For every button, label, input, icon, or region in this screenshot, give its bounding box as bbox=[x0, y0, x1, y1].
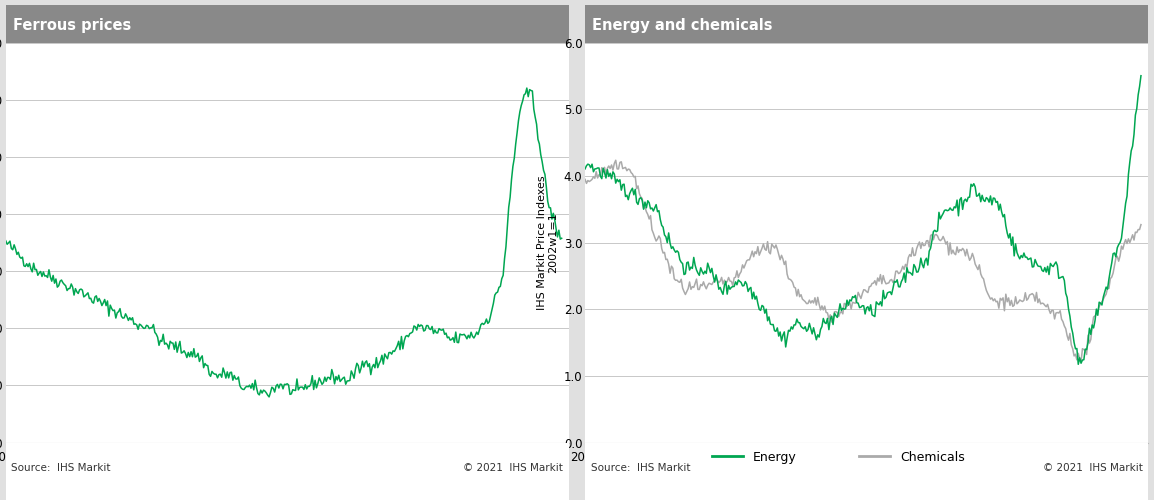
Text: Energy and chemicals: Energy and chemicals bbox=[592, 18, 772, 33]
Text: Ferrous prices: Ferrous prices bbox=[13, 18, 130, 33]
Text: © 2021  IHS Markit: © 2021 IHS Markit bbox=[1043, 464, 1142, 473]
Text: © 2021  IHS Markit: © 2021 IHS Markit bbox=[464, 464, 563, 473]
Text: Source:  IHS Markit: Source: IHS Markit bbox=[12, 464, 111, 473]
Text: Source:  IHS Markit: Source: IHS Markit bbox=[591, 464, 690, 473]
Y-axis label: IHS Markit Price Indexes
2002w1=1: IHS Markit Price Indexes 2002w1=1 bbox=[537, 175, 559, 310]
Legend: Energy, Chemicals: Energy, Chemicals bbox=[706, 446, 971, 469]
